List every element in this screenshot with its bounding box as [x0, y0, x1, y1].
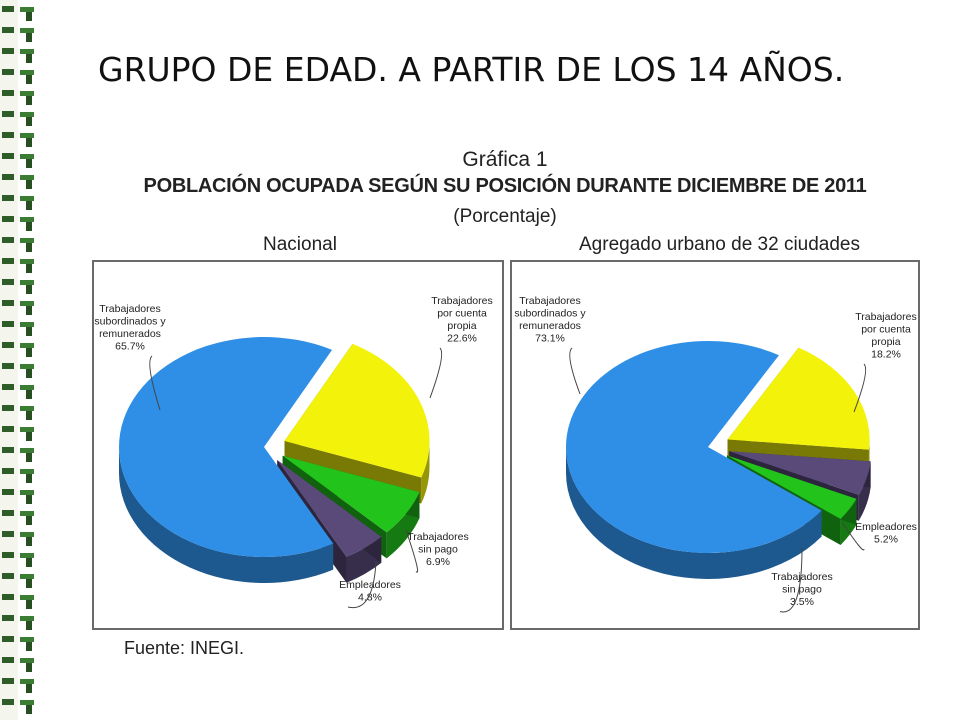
spiral-ring [2, 132, 34, 147]
spiral-ring [2, 468, 34, 483]
chart-title-nacional: Nacional [263, 234, 337, 255]
slice-name-label: Trabajadores [407, 531, 468, 543]
spiral-ring [2, 426, 34, 441]
spiral-ring [2, 258, 34, 273]
chart-figure: Gráfica 1 POBLACIÓN OCUPADA SEGÚN SU POS… [82, 142, 928, 670]
figure-number: Gráfica 1 [462, 148, 548, 171]
spiral-ring [2, 405, 34, 420]
spiral-ring [2, 90, 34, 105]
notebook-spiral-binding [0, 0, 34, 720]
slice-name-label: Empleadores [855, 521, 917, 533]
spiral-ring [2, 363, 34, 378]
slice-name-label: por cuenta [437, 308, 487, 320]
label-leader-line [841, 521, 865, 551]
slice-name-label: Empleadores [339, 579, 401, 591]
figure-heading: POBLACIÓN OCUPADA SEGÚN SU POSICIÓN DURA… [143, 175, 867, 197]
slice-value-label: 22.6% [447, 333, 477, 345]
spiral-ring [2, 48, 34, 63]
slice-name-label: Trabajadores [519, 295, 580, 307]
spiral-ring [2, 699, 34, 714]
spiral-ring [2, 636, 34, 651]
spiral-ring [2, 678, 34, 693]
spiral-ring [2, 594, 34, 609]
spiral-ring [2, 174, 34, 189]
spiral-ring [2, 216, 34, 231]
spiral-ring [2, 510, 34, 525]
label-leader-line [405, 529, 419, 573]
slice-value-label: 3.5% [790, 596, 814, 608]
spiral-ring [2, 489, 34, 504]
slice-name-label: Trabajadores [431, 295, 492, 307]
spiral-ring [2, 384, 34, 399]
label-leader-line [569, 347, 581, 395]
slice-name-label: propia [447, 320, 476, 332]
label-leader-line [429, 347, 443, 399]
slice-name-label: Trabajadores [99, 303, 160, 315]
slice-name-label: por cuenta [861, 324, 911, 336]
spiral-ring [2, 279, 34, 294]
spiral-ring [2, 27, 34, 42]
spiral-ring [2, 111, 34, 126]
figure-source: Fuente: INEGI. [124, 638, 245, 658]
slice-value-label: 65.7% [115, 341, 145, 353]
slice-name-label: remunerados [99, 328, 161, 340]
spiral-ring [2, 195, 34, 210]
slice-value-label: 4.8% [358, 592, 382, 604]
slice-name-label: Trabajadores [771, 571, 832, 583]
spiral-ring [2, 237, 34, 252]
spiral-ring [2, 552, 34, 567]
slice-name-label: sin pago [418, 544, 458, 556]
label-leader-line [853, 363, 867, 413]
slice-name-label: sin pago [782, 584, 822, 596]
slice-name-label: subordinados y [94, 316, 166, 328]
pie-slice-0-trabajadores-subordinados-y-remunerados [119, 337, 334, 583]
spiral-ring [2, 321, 34, 336]
figure-subheading: (Porcentaje) [453, 206, 557, 227]
slice-value-label: 5.2% [874, 534, 898, 546]
label-leader-line [149, 355, 161, 411]
spiral-ring [2, 573, 34, 588]
slide-title: GRUPO DE EDAD. A PARTIR DE LOS 14 AÑOS. [98, 50, 845, 89]
slice-value-label: 6.9% [426, 556, 450, 568]
spiral-ring [2, 153, 34, 168]
spiral-ring [2, 342, 34, 357]
label-leader-line [347, 561, 377, 609]
label-leader-line [779, 547, 803, 613]
spiral-ring [2, 6, 34, 21]
pie-slice-1-trabajadores-subordinados-y-remunerados [566, 341, 822, 579]
slice-name-label: Trabajadores [855, 311, 916, 323]
pie-panel-nacional: Trabajadores subordinados y remunerados 65.… [92, 260, 504, 630]
slice-name-label: remunerados [519, 320, 581, 332]
spiral-ring [2, 531, 34, 546]
slice-value-label: 18.2% [871, 349, 901, 361]
slice-name-label: subordinados y [514, 308, 586, 320]
spiral-ring [2, 615, 34, 630]
spiral-ring [2, 657, 34, 672]
pie-panel-urbano: Trabajadores subordinados y remunerados 73.… [510, 260, 920, 630]
spiral-ring [2, 300, 34, 315]
spiral-ring [2, 447, 34, 462]
slice-name-label: propia [871, 336, 900, 348]
slice-value-label: 73.1% [535, 333, 565, 345]
spiral-ring [2, 69, 34, 84]
chart-title-urbano: Agregado urbano de 32 ciudades [579, 234, 861, 255]
